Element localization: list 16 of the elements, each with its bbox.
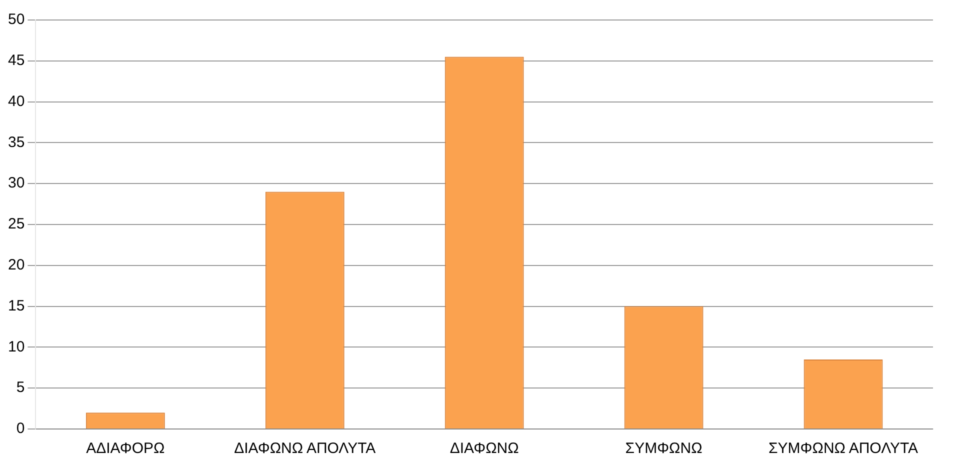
y-tick-label: 15	[8, 297, 25, 314]
y-tick-label: 35	[8, 134, 25, 151]
y-tick-label: 5	[16, 379, 25, 396]
x-tick-label: ΣΥΜΦΩΝΩ ΑΠΟΛΥΤΑ	[768, 440, 918, 458]
x-tick-label: ΔΙΑΦΩΝΩ ΑΠΟΛΥΤΑ	[234, 440, 376, 458]
y-tick-label: 45	[8, 52, 25, 70]
y-tick-label: 10	[8, 338, 25, 356]
x-tick-label: ΣΥΜΦΩΝΩ	[625, 440, 702, 458]
y-tick-label: 50	[8, 11, 25, 28]
x-tick-label: ΔΙΑΦΩΝΩ	[450, 440, 519, 458]
y-tick-label: 20	[8, 256, 25, 274]
x-tick-label: ΑΔΙΑΦΟΡΩ	[86, 440, 165, 458]
y-tick-label: 40	[8, 92, 25, 110]
y-tick-label: 25	[8, 216, 25, 233]
y-tick-label: 0	[16, 420, 25, 438]
y-tick-label: 30	[8, 174, 25, 192]
